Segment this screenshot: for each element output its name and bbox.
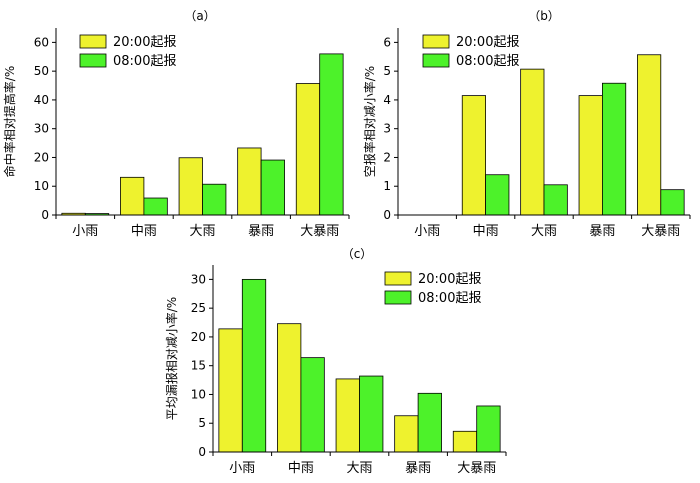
bar-20-5 — [637, 54, 662, 216]
x-tick-label: 大雨 — [189, 224, 215, 239]
x-tick-label: 中雨 — [288, 461, 314, 476]
legend-swatch-20 — [79, 34, 107, 49]
bar-20-4 — [237, 147, 262, 216]
legend-label-20: 20:00起报 — [456, 35, 519, 50]
bar-20-2 — [277, 323, 302, 453]
y-tick-label: 5 — [383, 64, 391, 78]
bar-20-2 — [461, 95, 486, 216]
bar-20-4 — [394, 415, 419, 453]
y-tick-label: 3 — [383, 122, 391, 136]
x-tick-label: 小雨 — [72, 224, 98, 239]
bar-20-5 — [295, 83, 321, 216]
y-axis-label: 命中率相对提高率/% — [2, 66, 17, 177]
bar-20-3 — [520, 68, 545, 216]
bar-08-5 — [476, 405, 501, 453]
legend: 20:00起报 08:00起报 — [384, 271, 481, 306]
x-tick-label: 大暴雨 — [457, 461, 496, 476]
panel-title: （c） — [342, 247, 373, 261]
chart-panel-c: 0 5 10 15 20 25 30 小雨 中雨 大雨 暴雨 大暴雨 （c） 平均漏报相对减小率/% 20:… — [164, 247, 507, 476]
panel-title: （b） — [528, 9, 560, 23]
y-tick-label: 1 — [383, 179, 391, 193]
x-tick-label: 大雨 — [531, 224, 557, 239]
x-tick-label: 大暴雨 — [641, 224, 680, 239]
legend-swatch-08 — [79, 53, 107, 68]
x-tick-label: 大暴雨 — [300, 224, 339, 239]
bar-08-2 — [143, 197, 168, 216]
bar-20-2 — [120, 176, 145, 216]
y-tick-label: 40 — [34, 93, 49, 107]
legend-swatch-20 — [422, 34, 450, 49]
y-tick-label: 10 — [191, 387, 206, 401]
y-tick-label: 5 — [198, 416, 206, 430]
y-tick-label: 25 — [191, 301, 206, 315]
x-tick-label: 小雨 — [414, 224, 440, 239]
legend-swatch-08 — [384, 290, 412, 305]
legend-label-08: 08:00起报 — [418, 291, 481, 306]
y-tick-label: 10 — [34, 179, 49, 193]
legend: 20:00起报 08:00起报 — [79, 34, 176, 69]
y-tick-label: 4 — [383, 93, 391, 107]
y-tick-label: 15 — [191, 359, 206, 373]
y-tick-label: 30 — [191, 272, 206, 286]
bar-08-3 — [359, 375, 384, 453]
legend-label-08: 08:00起报 — [113, 54, 176, 69]
bar-08-2 — [300, 357, 325, 453]
chart-panel-a: 0 10 20 30 40 50 60 小雨 中雨 大雨 暴雨 大暴雨 （a） 命中率相对提高率/% 20:… — [2, 9, 350, 239]
y-tick-label: 50 — [34, 64, 49, 78]
bar-20-4 — [578, 95, 603, 216]
bar-08-5 — [319, 53, 344, 216]
panel-title: （a） — [184, 9, 215, 23]
bar-08-4 — [260, 159, 285, 216]
y-tick-label: 30 — [34, 122, 49, 136]
x-tick-label: 暴雨 — [405, 461, 431, 476]
bar-08-4 — [602, 82, 627, 216]
y-axis-label: 平均漏报相对减小率/% — [164, 297, 179, 420]
x-tick-label: 中雨 — [473, 224, 499, 239]
x-tick-label: 暴雨 — [589, 224, 615, 239]
y-tick-label: 0 — [41, 208, 49, 222]
bar-20-5 — [452, 430, 478, 453]
bar-20-1 — [218, 328, 243, 453]
y-tick-label: 20 — [191, 330, 206, 344]
legend-swatch-08 — [422, 53, 450, 68]
bar-08-1 — [241, 278, 267, 453]
y-axis-label: 空报率相对减小率/% — [362, 66, 377, 177]
legend-label-08: 08:00起报 — [456, 54, 519, 69]
bar-08-3 — [202, 183, 227, 216]
x-tick-label: 大雨 — [346, 461, 372, 476]
bar-08-2 — [485, 174, 510, 216]
legend-label-20: 20:00起报 — [418, 272, 481, 287]
y-tick-label: 60 — [34, 35, 49, 49]
bar-08-5 — [660, 189, 685, 216]
chart-panel-b: 0 1 2 3 4 5 6 小雨 中雨 大雨 暴雨 大暴雨 （b） 空报率相对减小率/% 20:00起报 08… — [362, 9, 691, 239]
y-tick-label: 20 — [34, 150, 49, 164]
x-tick-label: 中雨 — [131, 224, 157, 239]
y-tick-label: 2 — [383, 150, 391, 164]
legend-swatch-20 — [384, 271, 412, 286]
bar-08-3 — [543, 184, 568, 216]
bar-20-3 — [335, 378, 360, 453]
x-tick-label: 小雨 — [229, 461, 255, 476]
legend: 20:00起报 08:00起报 — [422, 34, 519, 69]
x-tick-label: 暴雨 — [248, 224, 274, 239]
y-tick-label: 0 — [383, 208, 391, 222]
y-tick-label: 6 — [383, 35, 391, 49]
bar-08-4 — [417, 392, 442, 453]
bar-20-3 — [178, 157, 203, 216]
y-tick-label: 0 — [198, 445, 206, 459]
legend-label-20: 20:00起报 — [113, 35, 176, 50]
